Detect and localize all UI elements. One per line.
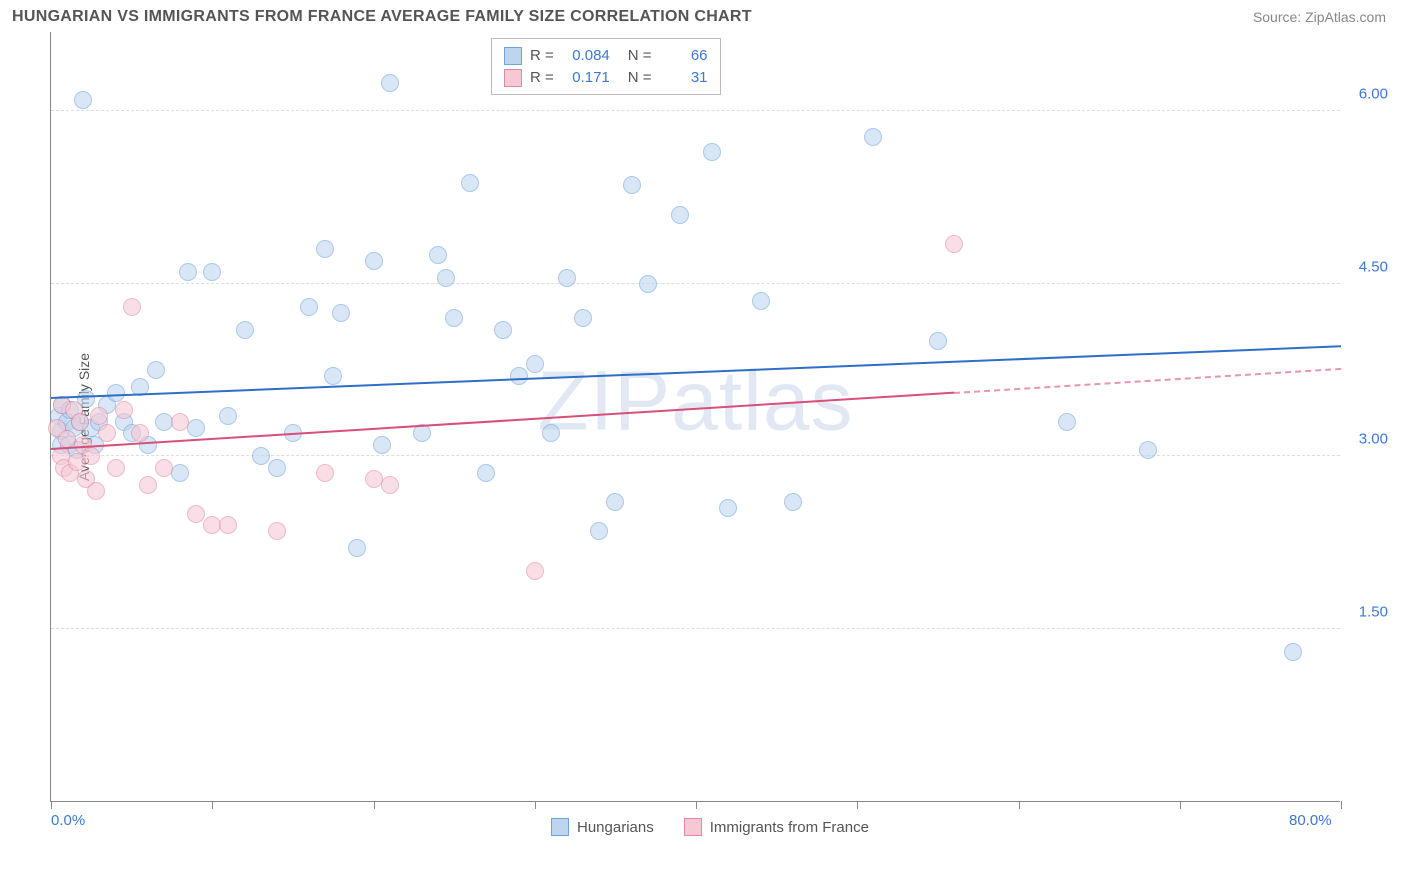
x-tick — [374, 801, 375, 809]
data-point — [429, 246, 447, 264]
data-point — [219, 516, 237, 534]
data-point — [606, 493, 624, 511]
data-point — [219, 407, 237, 425]
data-point — [155, 459, 173, 477]
data-point — [1058, 413, 1076, 431]
data-point — [494, 321, 512, 339]
gridline — [51, 628, 1340, 629]
data-point — [719, 499, 737, 517]
data-point — [316, 240, 334, 258]
legend-swatch — [684, 818, 702, 836]
data-point — [268, 522, 286, 540]
source-attribution: Source: ZipAtlas.com — [1253, 9, 1386, 25]
data-point — [324, 367, 342, 385]
data-point — [461, 174, 479, 192]
x-tick — [212, 801, 213, 809]
y-tick-label: 1.50 — [1359, 603, 1388, 620]
data-point — [187, 419, 205, 437]
stats-legend: R =0.084N =66R =0.171N =31 — [491, 38, 721, 95]
data-point — [300, 298, 318, 316]
x-tick — [51, 801, 52, 809]
data-point — [365, 252, 383, 270]
chart-container: Average Family Size ZIPatlas 1.503.004.5… — [50, 32, 1386, 802]
gridline — [51, 283, 1340, 284]
data-point — [558, 269, 576, 287]
data-point — [373, 436, 391, 454]
data-point — [510, 367, 528, 385]
data-point — [671, 206, 689, 224]
trend-line — [51, 345, 1341, 399]
data-point — [179, 263, 197, 281]
data-point — [703, 143, 721, 161]
data-point — [115, 401, 133, 419]
data-point — [147, 361, 165, 379]
data-point — [381, 476, 399, 494]
x-tick-label: 80.0% — [1289, 812, 1332, 829]
data-point — [171, 464, 189, 482]
series-legend: Hungarians Immigrants from France — [551, 818, 869, 836]
data-point — [252, 447, 270, 465]
data-point — [74, 91, 92, 109]
data-point — [98, 424, 116, 442]
x-tick-label: 0.0% — [51, 812, 85, 829]
data-point — [1284, 643, 1302, 661]
stats-legend-row: R =0.084N =66 — [504, 45, 708, 67]
data-point — [526, 562, 544, 580]
y-tick-label: 4.50 — [1359, 258, 1388, 275]
x-tick — [857, 801, 858, 809]
data-point — [945, 235, 963, 253]
gridline — [51, 110, 1340, 111]
data-point — [752, 292, 770, 310]
data-point — [71, 413, 89, 431]
data-point — [107, 459, 125, 477]
data-point — [477, 464, 495, 482]
data-point — [90, 407, 108, 425]
data-point — [171, 413, 189, 431]
x-tick — [1019, 801, 1020, 809]
data-point — [187, 505, 205, 523]
legend-swatch — [504, 47, 522, 65]
data-point — [123, 298, 141, 316]
data-point — [87, 482, 105, 500]
legend-label: Immigrants from France — [710, 819, 869, 836]
y-tick-label: 6.00 — [1359, 86, 1388, 103]
data-point — [437, 269, 455, 287]
legend-item: Hungarians — [551, 818, 654, 836]
chart-title: HUNGARIAN VS IMMIGRANTS FROM FRANCE AVER… — [12, 8, 752, 26]
data-point — [348, 539, 366, 557]
data-point — [590, 522, 608, 540]
data-point — [131, 424, 149, 442]
data-point — [332, 304, 350, 322]
scatter-plot: ZIPatlas 1.503.004.506.000.0%80.0%R =0.0… — [50, 32, 1340, 802]
data-point — [107, 384, 125, 402]
x-tick — [1341, 801, 1342, 809]
data-point — [542, 424, 560, 442]
data-point — [1139, 441, 1157, 459]
data-point — [268, 459, 286, 477]
data-point — [82, 447, 100, 465]
data-point — [574, 309, 592, 327]
trend-line-dashed — [954, 368, 1341, 394]
x-tick — [1180, 801, 1181, 809]
data-point — [929, 332, 947, 350]
x-tick — [696, 801, 697, 809]
data-point — [784, 493, 802, 511]
data-point — [639, 275, 657, 293]
data-point — [203, 263, 221, 281]
data-point — [445, 309, 463, 327]
stats-legend-row: R =0.171N =31 — [504, 67, 708, 89]
data-point — [526, 355, 544, 373]
data-point — [381, 74, 399, 92]
y-tick-label: 3.00 — [1359, 431, 1388, 448]
data-point — [864, 128, 882, 146]
legend-label: Hungarians — [577, 819, 654, 836]
legend-swatch — [551, 818, 569, 836]
x-tick — [535, 801, 536, 809]
data-point — [139, 476, 157, 494]
legend-item: Immigrants from France — [684, 818, 869, 836]
data-point — [623, 176, 641, 194]
data-point — [316, 464, 334, 482]
legend-swatch — [504, 69, 522, 87]
data-point — [236, 321, 254, 339]
